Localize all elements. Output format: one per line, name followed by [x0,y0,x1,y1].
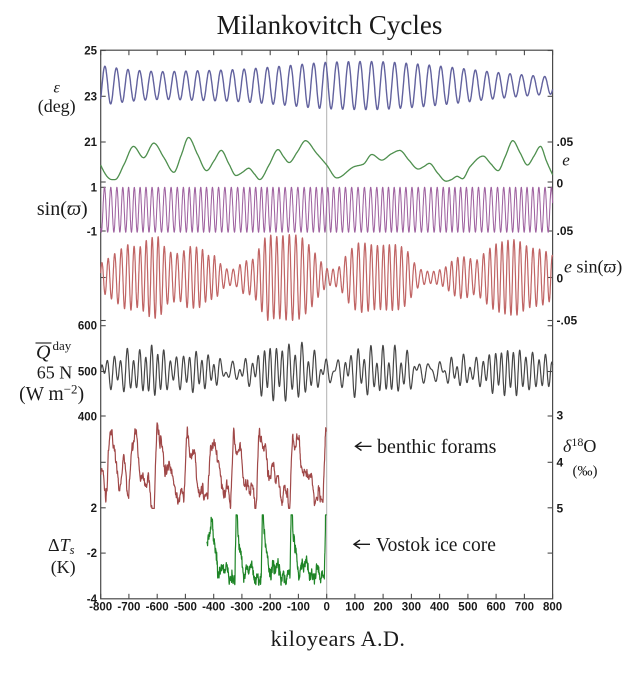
svg-text:0: 0 [323,602,329,614]
svg-text:21: 21 [84,137,97,149]
svg-text:700: 700 [515,602,534,614]
svg-text:(K): (K) [51,557,76,578]
svg-text:-4: -4 [87,594,98,606]
svg-text:0: 0 [557,177,564,191]
svg-text:(deg): (deg) [38,96,76,117]
svg-text:600: 600 [78,321,97,333]
svg-text:ΔTs: ΔTs [48,535,75,557]
svg-text:day: day [53,338,72,353]
svg-text:-2: -2 [87,548,97,560]
svg-text:Q: Q [36,342,51,364]
svg-text:-.05: -.05 [557,314,578,328]
svg-text:300: 300 [402,602,421,614]
svg-text:2: 2 [91,503,97,515]
svg-text:400: 400 [78,412,97,424]
svg-text:25: 25 [84,46,97,58]
svg-text:ε: ε [53,80,60,97]
svg-text:kiloyears A.D.: kiloyears A.D. [271,626,406,651]
svg-text:e: e [562,151,570,170]
svg-text:200: 200 [374,602,393,614]
svg-text:.05: .05 [557,224,574,238]
svg-text:Vostok ice core: Vostok ice core [376,535,496,556]
svg-text:.05: .05 [557,135,574,149]
svg-text:-200: -200 [259,602,282,614]
svg-text:3: 3 [557,409,564,423]
svg-text:400: 400 [430,602,449,614]
svg-text:-600: -600 [146,602,169,614]
svg-text:4: 4 [557,455,564,469]
svg-text:-1: -1 [87,227,98,239]
svg-text:600: 600 [487,602,506,614]
svg-text:-700: -700 [117,602,140,614]
svg-text:65 N: 65 N [37,363,73,383]
svg-text:800: 800 [543,602,562,614]
svg-text:0: 0 [557,272,564,286]
svg-text:500: 500 [78,367,97,379]
svg-text:5: 5 [557,502,564,516]
svg-text:Milankovitch Cycles: Milankovitch Cycles [217,10,443,40]
svg-text:(‰): (‰) [573,464,598,480]
svg-text:e sin(ϖ): e sin(ϖ) [564,256,622,277]
svg-text:23: 23 [84,91,97,103]
svg-text:δ18O: δ18O [563,435,596,456]
svg-text:benthic forams: benthic forams [377,436,497,458]
svg-text:100: 100 [345,602,364,614]
svg-text:-400: -400 [202,602,225,614]
svg-text:-800: -800 [89,602,112,614]
svg-text:500: 500 [458,602,477,614]
svg-text:-300: -300 [230,602,253,614]
svg-text:1: 1 [91,182,98,194]
svg-text:-100: -100 [287,602,310,614]
svg-text:sin(ϖ): sin(ϖ) [37,198,88,220]
svg-text:-500: -500 [174,602,197,614]
